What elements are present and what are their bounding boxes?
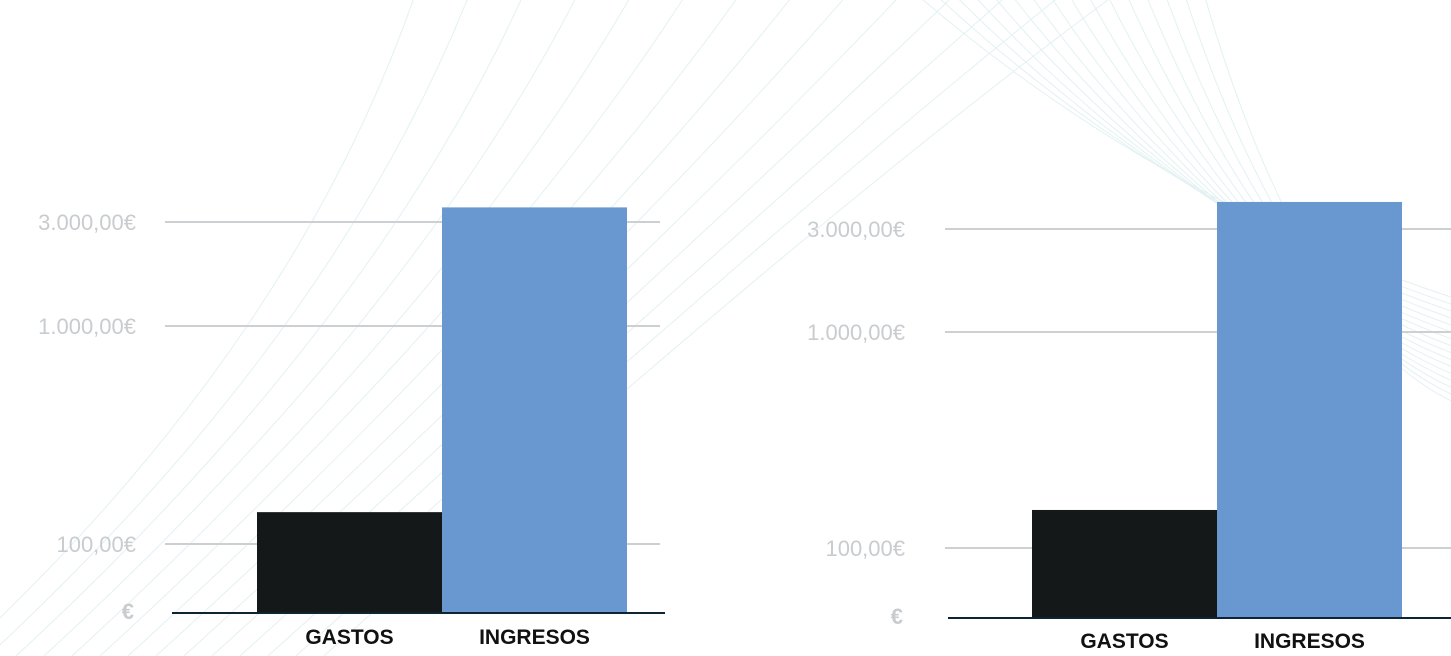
x-category-label: GASTOS bbox=[1080, 630, 1168, 653]
bar-gastos bbox=[257, 512, 442, 613]
bar-ingresos bbox=[442, 207, 627, 613]
background-curve bbox=[43, 0, 576, 656]
bar-ingresos bbox=[1217, 201, 1402, 618]
y-tick-label: 3.000,00€ bbox=[807, 217, 905, 242]
bar-gastos bbox=[1032, 509, 1217, 618]
background-curve bbox=[0, 0, 414, 619]
axis-unit-symbol: € bbox=[122, 599, 134, 624]
bar-chart-left: 100,00€ 1.000,00€ 3.000,00€ € GASTOS INGRESOS bbox=[38, 207, 665, 649]
y-tick-label: 3.000,00€ bbox=[38, 210, 136, 235]
background-curve bbox=[15, 0, 522, 656]
y-tick-label: 1.000,00€ bbox=[38, 314, 136, 339]
background-curve bbox=[0, 0, 468, 646]
y-tick-label: 1.000,00€ bbox=[807, 320, 905, 345]
background-curve bbox=[71, 0, 630, 656]
x-category-label: INGRESOS bbox=[479, 626, 590, 649]
bar-chart-right: 100,00€ 1.000,00€ 3.000,00€ € GASTOS INGRESOS bbox=[807, 201, 1451, 653]
y-tick-label: 100,00€ bbox=[825, 536, 905, 561]
axis-unit-symbol: € bbox=[891, 604, 903, 629]
x-category-label: GASTOS bbox=[305, 626, 393, 649]
y-tick-label: 100,00€ bbox=[56, 532, 136, 557]
x-category-label: INGRESOS bbox=[1254, 630, 1365, 653]
